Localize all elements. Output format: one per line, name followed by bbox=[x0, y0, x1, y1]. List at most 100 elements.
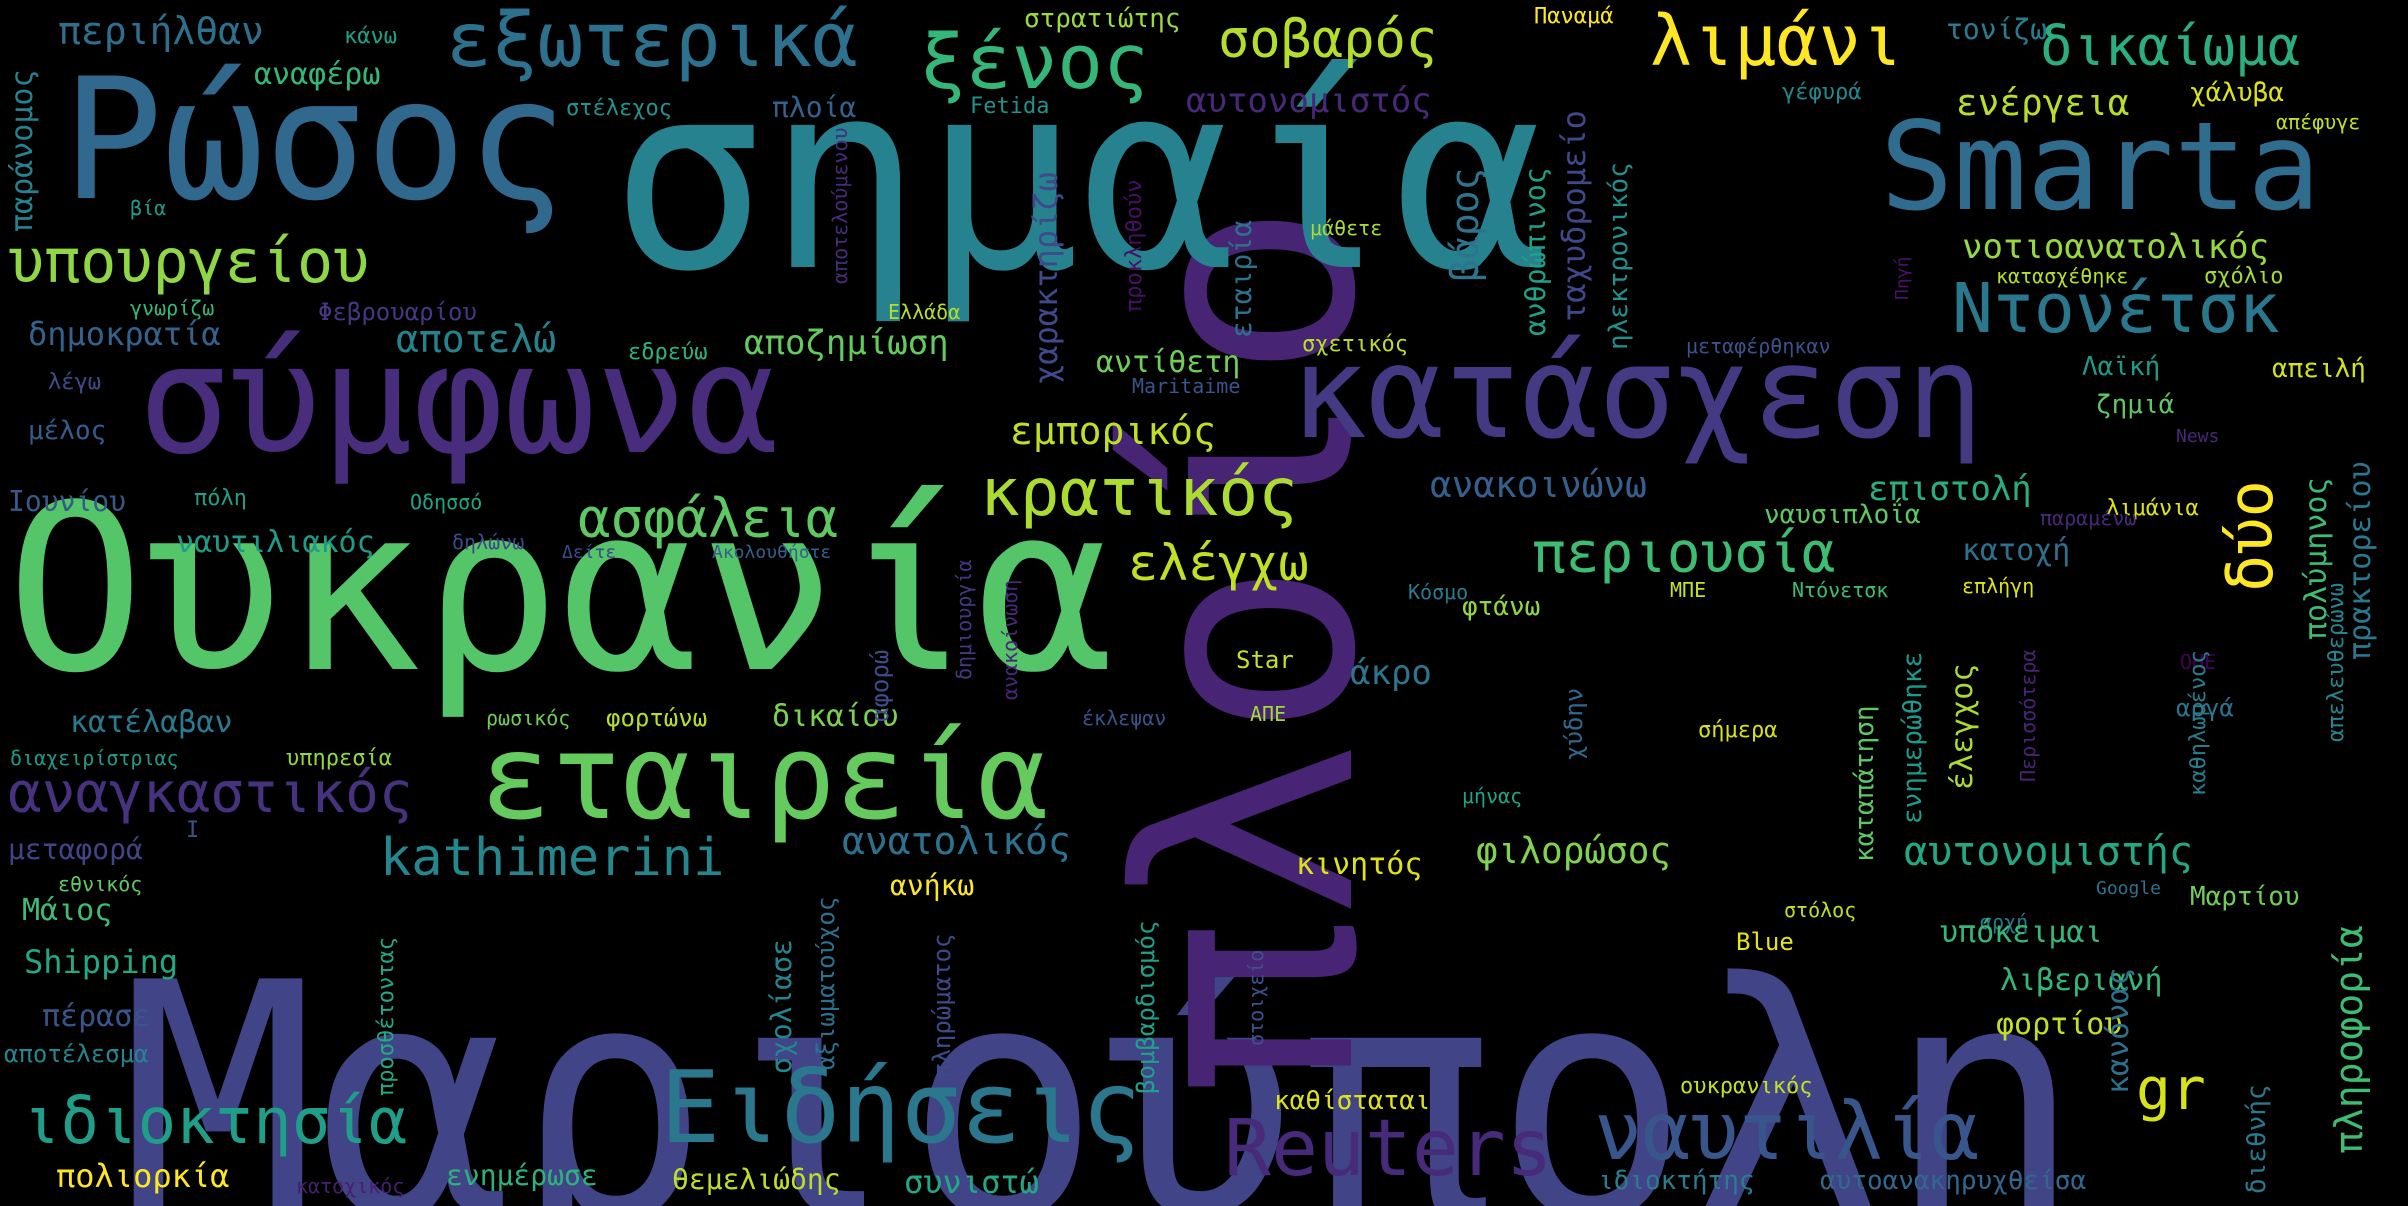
word: Ελλάδα bbox=[888, 300, 961, 324]
word: βομβαρδισμός bbox=[1132, 920, 1160, 1094]
word: πλοία bbox=[772, 91, 857, 124]
word: κάνω bbox=[344, 24, 397, 49]
word: Ουκρανία bbox=[6, 457, 1114, 724]
word: παράνομος bbox=[5, 69, 40, 232]
word: καθίσταται bbox=[1274, 1086, 1431, 1116]
word: ανακοινώνω bbox=[1430, 465, 1647, 506]
word: σχετικός bbox=[1302, 332, 1408, 357]
word: ανήκω bbox=[890, 869, 975, 902]
word: μεταφορά bbox=[8, 833, 143, 866]
word: Κόσμο bbox=[1408, 580, 1469, 604]
word: Μαριούπολη bbox=[120, 913, 2083, 1206]
word: σοβαρός bbox=[1218, 10, 1438, 70]
word: φορτίου bbox=[1996, 1007, 2123, 1042]
word: λιμάνια bbox=[2106, 496, 2199, 521]
word: πόλη bbox=[194, 486, 247, 511]
word: προσθέτοντας bbox=[374, 937, 399, 1096]
word: στόλος bbox=[1784, 898, 1857, 922]
word: ουκρανικός bbox=[1680, 1074, 1813, 1099]
word: Reuters bbox=[1224, 1104, 1553, 1194]
word: νοτιοανατολικός bbox=[1962, 227, 2270, 267]
word: εμπορικός bbox=[1010, 409, 1216, 453]
word: υπόκειμαι bbox=[1940, 915, 2103, 950]
word: ενέργεια bbox=[1956, 83, 2130, 124]
word: σημαία bbox=[610, 27, 1550, 329]
word: Ρώσος bbox=[62, 42, 568, 238]
word: ασφάλεια bbox=[578, 487, 839, 550]
word: περιήλθαν bbox=[58, 9, 264, 53]
word: τονίζω bbox=[1946, 13, 2048, 46]
word: αυτοανακηρυχθείσα bbox=[1820, 1166, 2087, 1196]
word: επλήγη bbox=[1962, 574, 2035, 598]
word: ελέγχω bbox=[1128, 534, 1309, 592]
word: κατάσχεση bbox=[1290, 319, 1984, 468]
word: υπηρεσία bbox=[286, 746, 392, 771]
word: ενημέρωσε bbox=[446, 1159, 598, 1192]
word: πληροφορία bbox=[2327, 925, 2371, 1154]
word: kathimerini bbox=[380, 828, 725, 888]
word: λέγω bbox=[48, 370, 101, 395]
word: αντίθετη bbox=[1096, 345, 1241, 380]
word: Star bbox=[1236, 646, 1294, 674]
word: αποτελώ bbox=[396, 317, 557, 361]
word: Google bbox=[2096, 878, 2162, 899]
word: καταπάτηση bbox=[1850, 705, 1880, 862]
word: πληρώματος bbox=[928, 933, 956, 1079]
word: χύδην bbox=[1560, 687, 1588, 760]
word: Ντονέτσκ bbox=[1952, 270, 2280, 349]
word: έκλεψαν bbox=[1082, 706, 1167, 730]
word: Maritaime bbox=[1132, 374, 1241, 398]
word: απειλή bbox=[2272, 354, 2366, 384]
word: προκληθούν bbox=[1122, 179, 1147, 312]
word: γνωρίζω bbox=[130, 296, 215, 320]
word: περιουσία bbox=[1532, 521, 1836, 586]
word: Λαϊκή bbox=[2082, 352, 2161, 382]
word: απέφυγε bbox=[2276, 110, 2361, 134]
word: αναφέρω bbox=[254, 57, 381, 92]
word: στρατιώτης bbox=[1024, 4, 1181, 34]
word: I bbox=[186, 818, 200, 843]
word: δημιουργία bbox=[952, 559, 976, 680]
word: αποτέλεσμα bbox=[4, 1040, 149, 1068]
word: Περισσότερα bbox=[2016, 649, 2040, 782]
word: ταχυδρομείο bbox=[1555, 110, 1593, 322]
word: εταιρεία bbox=[480, 708, 1049, 846]
word: μήνας bbox=[1462, 784, 1523, 808]
word: εταιρία bbox=[1225, 219, 1258, 338]
word: ναυσιπλοΐα bbox=[1764, 500, 1921, 530]
word: στέλεχος bbox=[566, 96, 672, 121]
word: φορτώνω bbox=[606, 704, 708, 732]
word: δικαίωμα bbox=[2040, 15, 2301, 78]
word: αποτελούμενου bbox=[828, 127, 852, 284]
word: κατέλαβαν bbox=[70, 705, 233, 740]
word: κατασχέθηκε bbox=[1996, 264, 2129, 288]
word: Fetida bbox=[970, 94, 1050, 119]
word: δημοκρατία bbox=[28, 315, 221, 353]
word: μέλος bbox=[28, 416, 107, 446]
word: αποζημίωση bbox=[744, 323, 949, 363]
word: σύμφωνα bbox=[138, 311, 779, 488]
word: βία bbox=[130, 196, 167, 220]
word: Smarta bbox=[1880, 96, 2321, 238]
word: αξιωματούχος bbox=[812, 896, 840, 1070]
word: αυτονομιστής bbox=[1904, 829, 2193, 875]
word: ναυτιλία bbox=[1594, 1085, 1980, 1178]
word: φτάνω bbox=[1462, 592, 1541, 622]
word: Πηγή bbox=[1892, 256, 1913, 300]
word: εξωτερικά bbox=[446, 0, 858, 84]
word: απελευθερώνω bbox=[2324, 583, 2349, 742]
word: Παναμά bbox=[1534, 4, 1614, 29]
word: διαχειρίστριας bbox=[10, 746, 179, 770]
word: χαρακτηρίζω bbox=[1027, 172, 1065, 384]
word: σχολίασε bbox=[765, 939, 798, 1074]
word: σήμερα bbox=[1698, 718, 1778, 743]
word: κατοχή bbox=[1962, 533, 2071, 568]
word: σχόλιο bbox=[2204, 264, 2284, 289]
word: Μαρτίου bbox=[2190, 882, 2300, 912]
word: αργά bbox=[2176, 694, 2234, 722]
word: μάθετε bbox=[1310, 216, 1383, 240]
word: θεμελιώδης bbox=[672, 1163, 841, 1196]
word: κατοχικός bbox=[296, 1174, 405, 1198]
word: δικαίου bbox=[772, 699, 899, 734]
